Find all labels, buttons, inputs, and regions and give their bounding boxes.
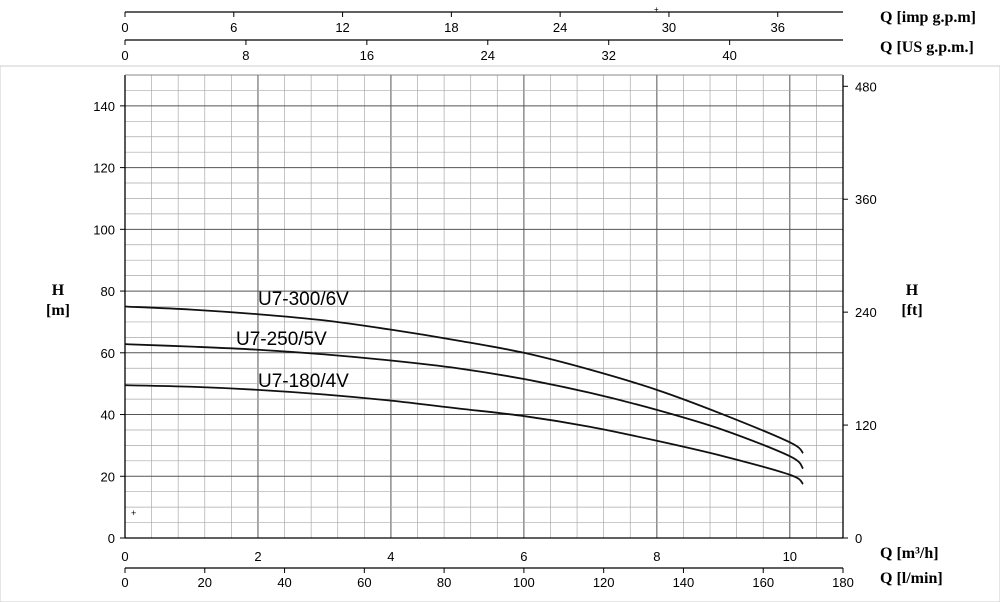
top-imp-tick-label: 18 [444, 20, 458, 35]
bottom-m3h-tick-label: 6 [520, 549, 527, 564]
grid [124, 74, 844, 539]
bottom-m3h-tick-label: 10 [783, 549, 797, 564]
series-line-0 [124, 305, 804, 454]
series-label-u7-180: U7-180/4V [258, 371, 349, 392]
bottom-axis-lmin-label: Q [l/min] [880, 570, 943, 587]
top-us-tick-label: 24 [481, 48, 495, 63]
right-axis-label-h: H [906, 282, 919, 299]
bottom-lmin-tick-label: 60 [357, 575, 371, 590]
left-tick-label: 20 [101, 469, 115, 484]
left-axis-label-h: H [52, 282, 65, 299]
top-us-tick-label: 32 [601, 48, 615, 63]
left-tick-label: 120 [93, 161, 115, 176]
main-plot-frame [0, 65, 1000, 602]
axes [120, 11, 848, 573]
right-tick-label: 360 [855, 192, 877, 207]
right-axis-label-unit: [ft] [901, 302, 922, 319]
top-axis-imp-label: Q [imp g.p.m] [880, 9, 976, 26]
left-tick-label: 100 [93, 222, 115, 237]
bottom-lmin-tick-label: 80 [437, 575, 451, 590]
top-axis-us-label: Q [US g.p.m.] [880, 39, 974, 56]
bottom-axis-m3h-label: Q [m³/h] [880, 545, 939, 562]
left-tick-label: 0 [108, 531, 115, 546]
stray-plus-mark: + [131, 508, 136, 518]
left-tick-label: 40 [101, 408, 115, 423]
bottom-lmin-tick-label: 140 [673, 575, 695, 590]
left-tick-label: 140 [93, 99, 115, 114]
right-tick-label: 480 [855, 79, 877, 94]
bottom-m3h-tick-label: 2 [254, 549, 261, 564]
curves [124, 305, 804, 485]
bottom-lmin-tick-label: 120 [593, 575, 615, 590]
top-imp-tick-label: 30 [662, 20, 676, 35]
series-line-1 [124, 343, 804, 470]
bottom-lmin-tick-label: 0 [121, 575, 128, 590]
bottom-lmin-tick-label: 100 [513, 575, 535, 590]
top-us-tick-label: 40 [722, 48, 736, 63]
top-us-tick-label: 8 [242, 48, 249, 63]
right-tick-label: 0 [855, 531, 862, 546]
bottom-m3h-tick-label: 0 [121, 549, 128, 564]
series-line-2 [124, 384, 804, 485]
top-us-tick-label: 0 [121, 48, 128, 63]
bottom-lmin-tick-label: 40 [277, 575, 291, 590]
top-us-tick-label: 16 [360, 48, 374, 63]
bottom-lmin-tick-label: 160 [752, 575, 774, 590]
series-label-u7-300: U7-300/6V [258, 289, 349, 310]
bottom-m3h-tick-label: 8 [653, 549, 660, 564]
series-label-u7-250: U7-250/5V [236, 329, 327, 350]
left-axis-label-unit: [m] [46, 302, 70, 319]
top-imp-tick-label: 12 [335, 20, 349, 35]
top-imp-tick-label: 36 [770, 20, 784, 35]
right-tick-label: 120 [855, 418, 877, 433]
right-tick-label: 240 [855, 305, 877, 320]
top-imp-tick-label: 0 [121, 20, 128, 35]
top-imp-tick-label: 6 [230, 20, 237, 35]
bottom-lmin-tick-label: 180 [832, 575, 854, 590]
left-tick-label: 60 [101, 346, 115, 361]
bottom-m3h-tick-label: 4 [387, 549, 394, 564]
stray-top-mark: + [654, 5, 659, 14]
bottom-lmin-tick-label: 20 [198, 575, 212, 590]
left-tick-label: 80 [101, 284, 115, 299]
top-imp-tick-label: 24 [553, 20, 567, 35]
